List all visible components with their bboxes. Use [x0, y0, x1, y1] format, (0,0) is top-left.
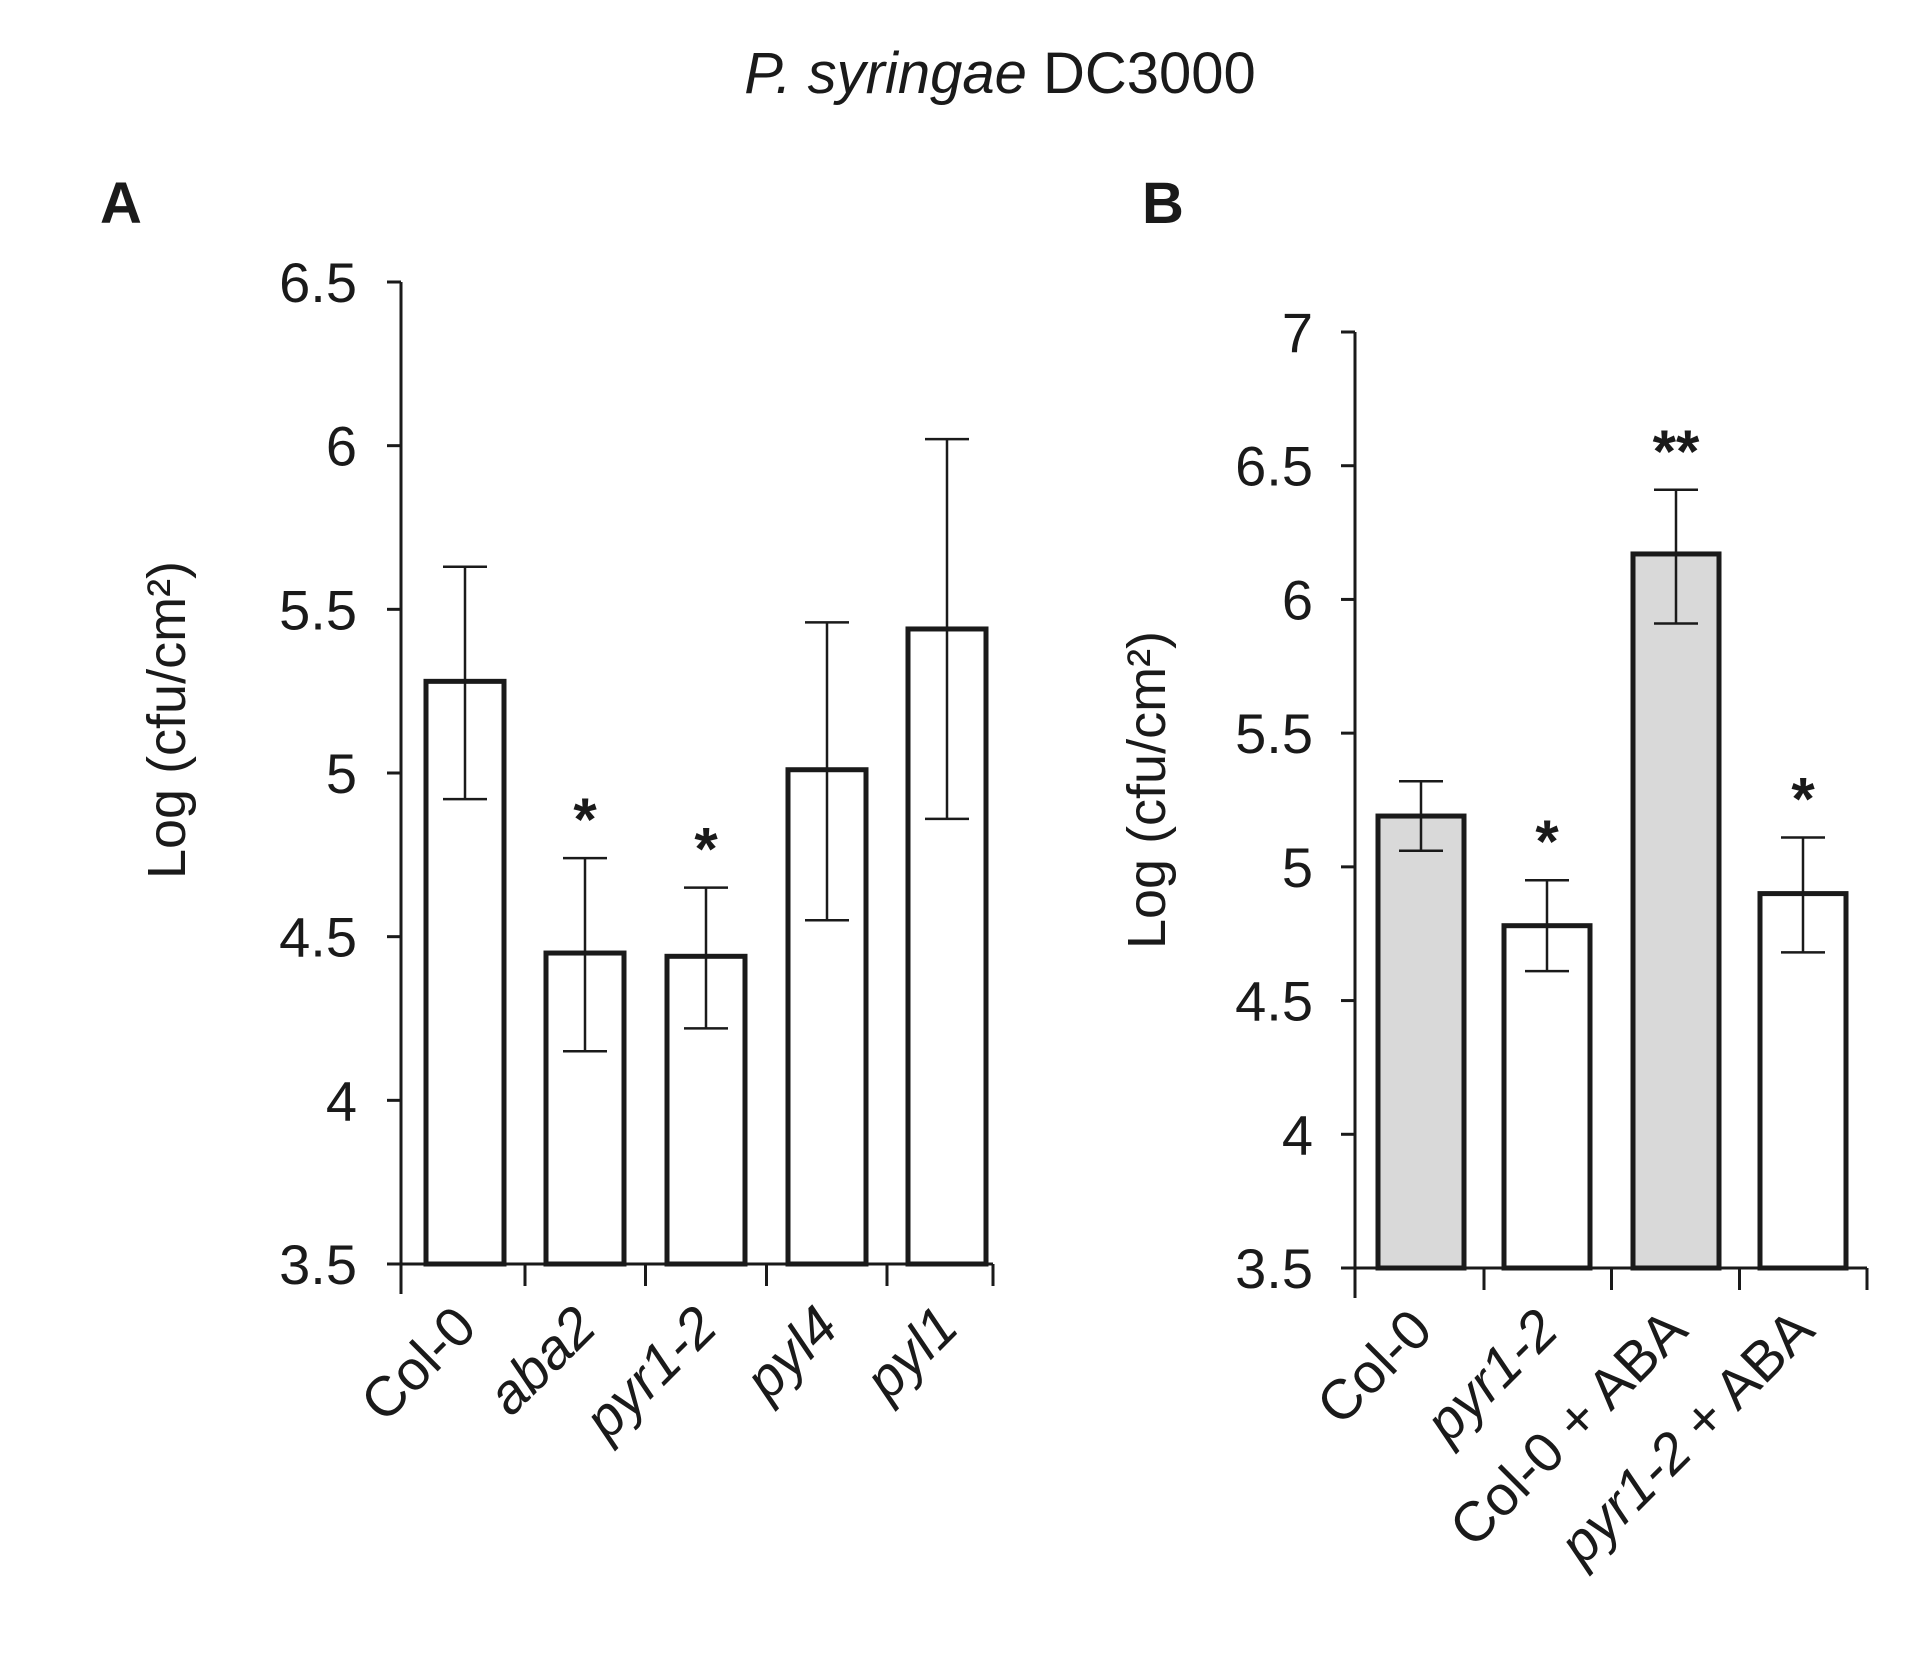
- panel-a-y-tick-label: 4: [326, 1069, 357, 1132]
- panel-b-chart: B Log (cfu/cm²) 3.544.555.566.57Col-0*py…: [1117, 171, 1869, 1577]
- panel-a-y-tick-label: 6: [326, 415, 357, 478]
- panel-b-significance-pyr1-2-aba: *: [1791, 765, 1815, 832]
- panel-b-y-tick-label: 4: [1282, 1103, 1313, 1166]
- panel-a-category-label-pyr1-2: pyr1-2: [570, 1294, 728, 1452]
- panel-b-bar-pyr1-2: [1501, 923, 1593, 1271]
- figure-title-normal: DC3000: [1027, 41, 1256, 106]
- panel-a-y-axis-label: Log (cfu/cm²): [137, 561, 197, 879]
- panel-b-y-tick-label: 6.5: [1235, 435, 1313, 498]
- panel-a-y-tick-label: 3.5: [279, 1233, 357, 1296]
- panel-a-significance-pyr1-2: *: [694, 816, 718, 883]
- panel-b-y-tick-label: 7: [1282, 301, 1313, 364]
- panel-a-y-tick-label: 5.5: [279, 578, 357, 641]
- panel-a-significance-aba2: *: [573, 786, 597, 853]
- panel-a-chart: A Log (cfu/cm²) 3.544.555.566.5Col-0*aba…: [100, 171, 995, 1452]
- panel-b-bar-pyr1-2-aba: [1757, 891, 1849, 1271]
- panel-a-y-tick-label: 5: [326, 742, 357, 805]
- panel-b-y-tick-label: 6: [1282, 568, 1313, 631]
- panel-b-y-tick-label: 5: [1282, 836, 1313, 899]
- panel-b-y-tick-label: 4.5: [1235, 970, 1313, 1033]
- panel-b-y-tick-label: 5.5: [1235, 702, 1313, 765]
- panel-a-y-tick-label: 6.5: [279, 251, 357, 314]
- panel-b-category-label-part: + ABA: [1659, 1296, 1826, 1463]
- panel-a-letter: A: [100, 171, 142, 236]
- panel-b-significance-col-0-aba: **: [1653, 418, 1700, 485]
- figure-title: P. syringae DC3000: [744, 41, 1256, 106]
- panel-b-bar-col-0-aba: [1630, 551, 1722, 1271]
- panel-b-significance-pyr1-2: *: [1535, 808, 1559, 875]
- panel-a-category-label-pyl1: pyl1: [851, 1294, 970, 1413]
- panel-b-letter: B: [1142, 171, 1184, 236]
- panel-b-bar-col-0: [1375, 813, 1467, 1271]
- figure-title-italic: P. syringae: [744, 41, 1027, 106]
- panel-b-y-tick-label: 3.5: [1235, 1237, 1313, 1300]
- panel-a-category-label-col-0: Col-0: [348, 1294, 487, 1433]
- panel-a-category-label-pyl4: pyl4: [731, 1294, 850, 1413]
- panel-a-y-tick-label: 4.5: [279, 906, 357, 969]
- panel-b-y-axis-label: Log (cfu/cm²): [1117, 631, 1177, 949]
